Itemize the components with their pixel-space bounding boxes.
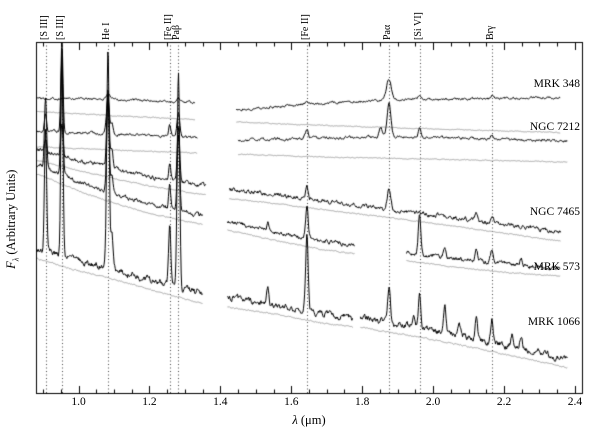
spectra-figure: [S III] [S III] He I [Fe II] Paβ [Fe II]… (0, 0, 600, 435)
spectra-plot-canvas (0, 0, 600, 435)
